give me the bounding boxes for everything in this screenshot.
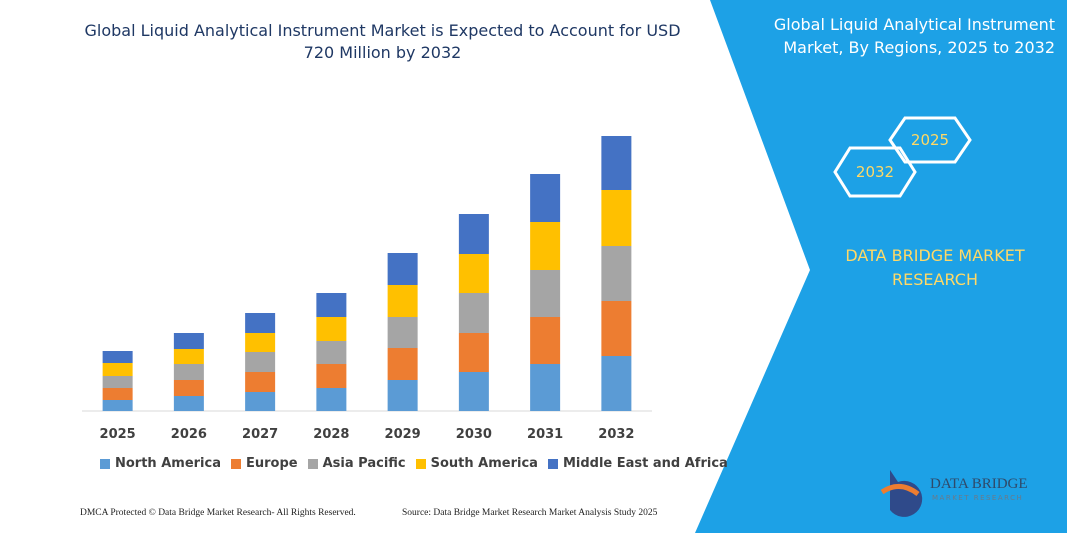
bar-segment	[387, 285, 418, 317]
x-tick-label: 2030	[456, 427, 492, 442]
bar-segment	[245, 313, 276, 333]
legend-label: South America	[430, 456, 538, 471]
x-tick-label: 2032	[598, 427, 634, 442]
side-panel-bg	[695, 0, 1067, 533]
hexagon	[833, 146, 917, 198]
bar-segment	[316, 293, 347, 317]
hex-label: 2025	[911, 131, 949, 149]
bar-segment	[245, 333, 276, 352]
bar-segment	[387, 253, 418, 285]
chart-title: Global Liquid Analytical Instrument Mark…	[84, 21, 681, 62]
side-title: Global Liquid Analytical Instrument Mark…	[773, 15, 1055, 57]
x-tick-label: 2029	[385, 427, 421, 442]
legend-item: Europe	[231, 456, 298, 471]
bar-segment	[530, 317, 561, 364]
bar-segment	[601, 301, 632, 356]
legend: North America Europe Asia Pacific South Ame…	[100, 456, 728, 471]
bar-segment	[601, 190, 632, 246]
legend-swatch	[231, 458, 241, 469]
logo-tagline: MARKET RESEARCH	[932, 494, 1024, 502]
bar-segment	[530, 174, 561, 222]
bar-segment	[387, 380, 418, 411]
bar-segment	[102, 363, 133, 376]
bar-segment	[601, 136, 632, 190]
bar-segment	[601, 246, 632, 301]
bar-segment	[316, 317, 347, 341]
bar-segment	[458, 372, 489, 411]
bar-segment	[530, 270, 561, 317]
x-tick-label: 2025	[100, 427, 136, 442]
bar-segment	[102, 351, 133, 363]
bar-segment	[245, 392, 276, 411]
bar-segment	[102, 388, 133, 400]
bar-segment	[387, 348, 418, 380]
bar-segment	[316, 364, 347, 388]
plot: 2025 2026 2027 2028 2029 2030 2031 2032	[82, 136, 652, 442]
legend-label: North America	[115, 456, 221, 471]
logo-mark	[880, 470, 923, 517]
bar-segment	[102, 400, 133, 411]
bar-segment	[458, 333, 489, 372]
x-tick-label: 2031	[527, 427, 563, 442]
footer-right: Source: Data Bridge Market Research Mark…	[402, 508, 658, 518]
bar-segment	[173, 380, 204, 396]
logo-name: DATA BRIDGE	[930, 476, 1028, 492]
bar-segment	[458, 214, 489, 254]
bar-segment	[245, 372, 276, 392]
bar-segment	[601, 356, 632, 411]
bar-segment	[316, 341, 347, 364]
legend-item: Middle East and Africa	[547, 456, 728, 471]
footer-left: DMCA Protected © Data Bridge Market Rese…	[80, 508, 356, 518]
legend-item: North America	[100, 456, 221, 471]
bar-segment	[245, 352, 276, 372]
legend-label: Middle East and Africa	[562, 456, 728, 471]
bar-segment	[458, 254, 489, 293]
x-tick-label: 2028	[313, 427, 349, 442]
bar-segment	[173, 333, 204, 349]
bar-segment	[530, 364, 561, 411]
legend-swatch	[547, 458, 558, 469]
legend-label: Europe	[246, 456, 298, 471]
bar-segment	[530, 222, 561, 270]
legend-swatch	[100, 458, 110, 469]
bar-segment	[173, 364, 204, 380]
hex-label: 2032	[856, 163, 894, 181]
legend-swatch	[307, 458, 318, 469]
legend-label: Asia Pacific	[322, 456, 406, 471]
bar-segment	[173, 349, 204, 364]
brand: DATA BRIDGE MARKET RESEARCH	[845, 246, 1025, 289]
legend-item: South America	[415, 456, 538, 471]
bar-segment	[173, 396, 204, 411]
bar-segment	[102, 376, 133, 388]
bar-segment	[387, 317, 418, 348]
x-tick-label: 2026	[171, 427, 207, 442]
bar-segment	[316, 388, 347, 411]
hexagon	[888, 116, 972, 164]
x-tick-label: 2027	[242, 427, 278, 442]
legend-swatch	[415, 458, 426, 469]
bar-segment	[458, 293, 489, 333]
legend-item: Asia Pacific	[307, 456, 406, 471]
